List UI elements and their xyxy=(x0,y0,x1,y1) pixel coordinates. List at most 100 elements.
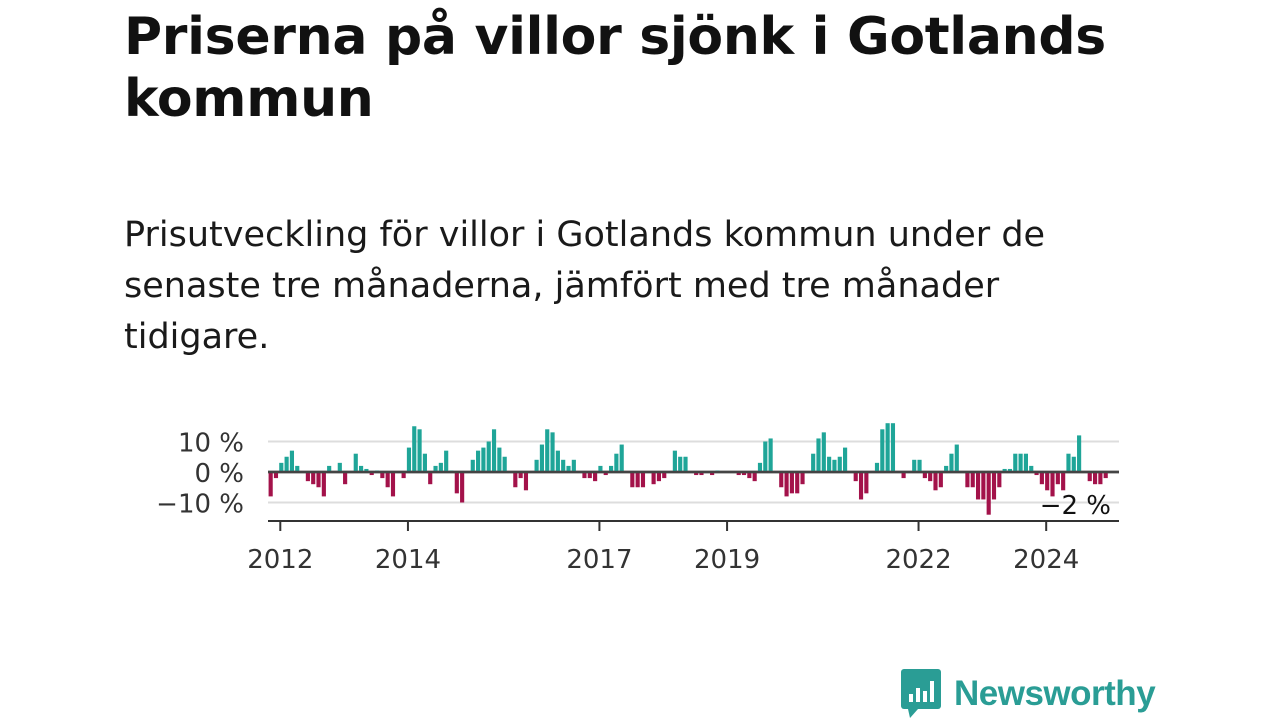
bar xyxy=(412,426,417,472)
bar xyxy=(811,453,816,472)
bar xyxy=(454,472,459,494)
bar xyxy=(422,453,427,472)
bar xyxy=(550,432,555,472)
bar xyxy=(662,472,667,479)
bar xyxy=(694,472,699,476)
bar xyxy=(710,472,715,476)
y-tick-label: 0 % xyxy=(194,459,244,489)
x-tick-label: 2014 xyxy=(375,545,441,575)
bar xyxy=(837,456,842,472)
bar xyxy=(305,472,310,482)
chart-title: Priserna på villor sjönk i Gotlands komm… xyxy=(124,7,1106,129)
bar xyxy=(539,444,544,472)
bar xyxy=(901,472,906,479)
bar xyxy=(922,472,927,479)
x-tick-label: 2024 xyxy=(1013,545,1079,575)
bar xyxy=(784,472,789,497)
bar xyxy=(843,447,848,472)
bar xyxy=(566,465,571,472)
bar xyxy=(944,465,949,472)
bar xyxy=(1007,468,1013,472)
bar xyxy=(1039,472,1044,485)
bar xyxy=(827,456,832,472)
bar xyxy=(401,472,406,479)
bar xyxy=(486,441,491,472)
bar xyxy=(858,472,864,500)
bar xyxy=(417,429,422,472)
y-tick-label: 10 % xyxy=(178,429,244,459)
bar xyxy=(736,472,741,476)
bar xyxy=(406,447,412,472)
bar xyxy=(874,462,880,472)
bar xyxy=(1002,468,1007,472)
bar xyxy=(343,472,348,485)
bar xyxy=(497,447,502,472)
bar xyxy=(444,450,449,472)
bar xyxy=(763,441,768,472)
bar xyxy=(476,450,481,472)
bar xyxy=(890,423,896,472)
bar xyxy=(789,472,794,494)
bar xyxy=(747,472,752,479)
brand-name: Newsworthy xyxy=(954,674,1156,713)
bar xyxy=(651,472,656,485)
bar xyxy=(965,472,970,488)
bar xyxy=(470,459,475,472)
bar xyxy=(1098,472,1103,485)
bar xyxy=(1077,435,1082,472)
bar xyxy=(364,468,369,472)
x-tick-label: 2019 xyxy=(694,545,760,575)
bar xyxy=(954,444,959,472)
x-tick-label: 2012 xyxy=(247,545,313,575)
bar xyxy=(880,429,885,472)
bar xyxy=(938,472,943,488)
bar xyxy=(672,450,677,472)
bar xyxy=(1092,472,1098,485)
bar xyxy=(678,456,683,472)
bar xyxy=(1087,472,1092,482)
bar xyxy=(949,453,954,472)
bar xyxy=(1103,472,1108,479)
bar xyxy=(800,472,805,485)
bar xyxy=(571,459,576,472)
bar xyxy=(433,465,438,472)
bar xyxy=(279,462,284,472)
bar xyxy=(864,472,869,494)
bar xyxy=(1029,465,1034,472)
brand-logo: Newsworthy xyxy=(900,668,1156,720)
bar xyxy=(273,472,279,479)
bar xyxy=(502,456,507,472)
bar xyxy=(428,472,433,485)
bar xyxy=(1018,453,1023,472)
bar xyxy=(555,450,560,472)
bar xyxy=(289,450,295,472)
bar xyxy=(928,472,933,482)
bar xyxy=(327,465,332,472)
bar xyxy=(545,429,550,472)
last-value-label: −2 % xyxy=(1040,491,1111,521)
bar xyxy=(534,459,539,472)
bar xyxy=(699,472,704,476)
bar xyxy=(380,472,385,479)
bar xyxy=(752,472,757,482)
bar xyxy=(832,459,837,472)
bar xyxy=(757,462,763,472)
bar xyxy=(741,472,747,476)
bar xyxy=(353,453,358,472)
x-tick-label: 2017 xyxy=(566,545,632,575)
bar xyxy=(933,472,938,491)
bar xyxy=(640,472,646,488)
bar xyxy=(635,472,640,488)
bar xyxy=(917,459,922,472)
bar xyxy=(1066,453,1071,472)
price-change-bar-chart: 10 %0 %−10 %2012 2014 2017 2019 2022 2024 −2 % xyxy=(156,423,1119,575)
bar xyxy=(460,472,465,503)
bar xyxy=(1055,472,1060,485)
bar xyxy=(1071,456,1076,472)
y-tick-label: −10 % xyxy=(156,490,244,520)
bar xyxy=(481,447,486,472)
bar xyxy=(311,472,316,485)
bar xyxy=(779,472,784,488)
bar xyxy=(523,472,529,491)
bar xyxy=(1023,453,1028,472)
